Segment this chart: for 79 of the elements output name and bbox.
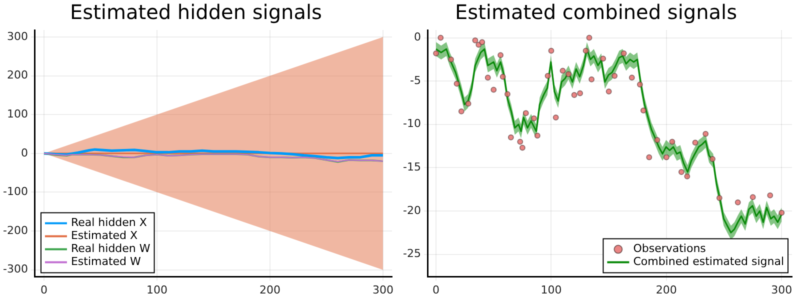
y-tick-label: 0 bbox=[20, 146, 28, 160]
point bbox=[586, 34, 592, 41]
point bbox=[692, 140, 698, 146]
legend-label: Observations bbox=[633, 242, 706, 256]
x-tick-label: 0 bbox=[40, 283, 48, 296]
point bbox=[500, 74, 506, 80]
point bbox=[530, 115, 537, 122]
legend-label: Combined estimated signal bbox=[633, 255, 784, 268]
point bbox=[716, 194, 722, 201]
point bbox=[484, 74, 491, 81]
point bbox=[702, 130, 709, 137]
point bbox=[678, 169, 684, 176]
point bbox=[472, 37, 478, 44]
legend-label: Real hidden X bbox=[70, 216, 148, 230]
point bbox=[566, 71, 572, 78]
point bbox=[544, 72, 551, 79]
y-tick-label: -25 bbox=[403, 247, 421, 260]
point bbox=[767, 192, 774, 198]
point bbox=[548, 48, 554, 54]
point bbox=[438, 34, 444, 41]
y-tick-label: -200 bbox=[2, 224, 28, 237]
point bbox=[490, 86, 497, 93]
point bbox=[498, 52, 504, 58]
x-tick-label: 300 bbox=[372, 283, 394, 296]
point bbox=[479, 39, 486, 46]
point bbox=[684, 173, 690, 180]
legend-label: Estimated W bbox=[70, 255, 142, 268]
point bbox=[734, 199, 741, 206]
point bbox=[448, 56, 454, 62]
y-tick-label: -20 bbox=[403, 204, 421, 217]
x-tick-label: 100 bbox=[146, 283, 168, 296]
chart-title: Estimated hidden signals bbox=[70, 0, 322, 24]
point bbox=[465, 100, 472, 107]
point bbox=[663, 154, 670, 160]
point bbox=[571, 92, 578, 98]
point bbox=[504, 91, 510, 98]
point bbox=[620, 50, 627, 56]
y-tick-label: -5 bbox=[410, 74, 421, 87]
point bbox=[519, 144, 526, 151]
point bbox=[433, 50, 440, 56]
x-tick-label: 0 bbox=[432, 283, 440, 296]
x-tick-label: 200 bbox=[656, 283, 677, 296]
point bbox=[577, 90, 584, 96]
legend-label: Real hidden W bbox=[70, 242, 150, 256]
point bbox=[636, 82, 643, 88]
x-tick-label: 300 bbox=[771, 283, 792, 296]
y-tick-label: 0 bbox=[414, 30, 421, 44]
point bbox=[588, 76, 595, 82]
point bbox=[778, 210, 785, 216]
chart-title: Estimated combined signals bbox=[455, 0, 737, 24]
point bbox=[534, 132, 540, 139]
legend-label: Estimated X bbox=[70, 229, 138, 242]
point bbox=[560, 68, 566, 74]
point bbox=[517, 138, 524, 145]
point bbox=[646, 154, 652, 160]
y-tick-label: -100 bbox=[2, 185, 28, 198]
point bbox=[454, 80, 460, 87]
point bbox=[606, 88, 612, 94]
y-tick-label: -15 bbox=[403, 160, 421, 174]
point bbox=[669, 138, 676, 145]
point bbox=[640, 108, 646, 114]
point bbox=[600, 56, 606, 62]
point bbox=[710, 156, 716, 162]
point bbox=[552, 114, 559, 120]
y-tick-label: 200 bbox=[6, 68, 28, 82]
point bbox=[612, 72, 618, 79]
y-tick-label: -10 bbox=[403, 117, 421, 130]
x-tick-label: 200 bbox=[259, 283, 280, 296]
y-tick-label: 300 bbox=[6, 30, 28, 43]
x-tick-label: 100 bbox=[540, 283, 562, 296]
point bbox=[582, 48, 589, 54]
y-tick-label: -300 bbox=[2, 262, 28, 276]
y-tick-label: 100 bbox=[6, 107, 28, 120]
point bbox=[750, 194, 756, 200]
point bbox=[458, 108, 464, 114]
point bbox=[654, 136, 660, 143]
point bbox=[508, 134, 514, 140]
point bbox=[522, 110, 529, 116]
point bbox=[628, 74, 635, 81]
